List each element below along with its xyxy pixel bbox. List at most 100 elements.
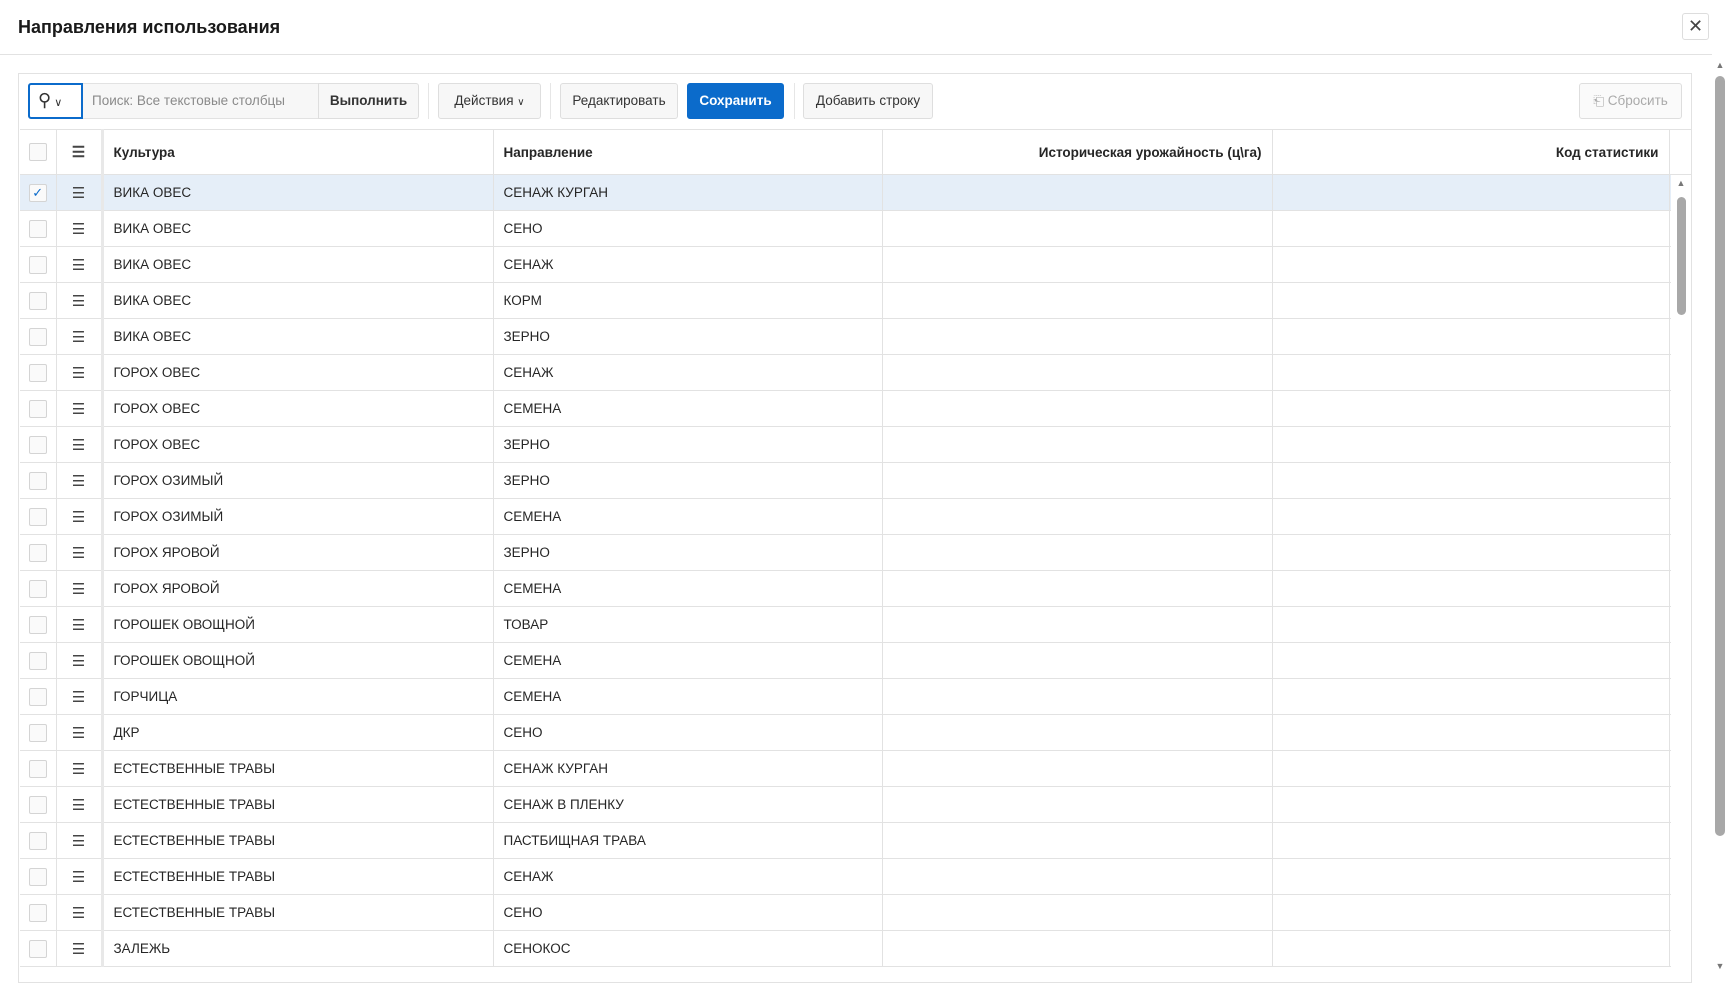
cell-direction[interactable]: СЕНОКОС <box>493 930 883 967</box>
row-menu-icon[interactable]: ☰ <box>56 354 103 391</box>
row-checkbox[interactable] <box>20 858 57 895</box>
row-menu-icon[interactable]: ☰ <box>56 426 103 463</box>
row-menu-icon[interactable]: ☰ <box>56 282 103 319</box>
table-row[interactable]: ☰ ГОРЧИЦА СЕМЕНА <box>20 678 1691 715</box>
cell-culture[interactable]: ГОРОХ ОВЕС <box>100 390 494 427</box>
cell-direction[interactable]: ЗЕРНО <box>493 318 883 355</box>
cell-stat-code[interactable] <box>1272 714 1670 751</box>
cell-culture[interactable]: ЕСТЕСТВЕННЫЕ ТРАВЫ <box>100 750 494 787</box>
cell-yield[interactable] <box>882 678 1273 715</box>
grid-scrollbar[interactable]: ▲ <box>1671 175 1691 971</box>
table-row[interactable]: ☰ ВИКА ОВЕС СЕНАЖ <box>20 246 1691 283</box>
row-checkbox[interactable]: ✓ <box>20 174 57 211</box>
cell-stat-code[interactable] <box>1272 282 1670 319</box>
cell-culture[interactable]: ГОРОХ ОВЕС <box>100 354 494 391</box>
cell-direction[interactable]: СЕНО <box>493 714 883 751</box>
cell-direction[interactable]: СЕНО <box>493 210 883 247</box>
table-row[interactable]: ☰ ГОРОХ ОВЕС СЕНАЖ <box>20 354 1691 391</box>
cell-direction[interactable]: СЕМЕНА <box>493 678 883 715</box>
table-row[interactable]: ☰ ЕСТЕСТВЕННЫЕ ТРАВЫ СЕНАЖ КУРГАН <box>20 750 1691 787</box>
table-row[interactable]: ☰ ГОРОХ ЯРОВОЙ ЗЕРНО <box>20 534 1691 571</box>
cell-culture[interactable]: ЕСТЕСТВЕННЫЕ ТРАВЫ <box>100 822 494 859</box>
table-row[interactable]: ☰ ЕСТЕСТВЕННЫЕ ТРАВЫ СЕНАЖ <box>20 858 1691 895</box>
cell-culture[interactable]: ЗАЛЕЖЬ <box>100 930 494 967</box>
cell-stat-code[interactable] <box>1272 462 1670 499</box>
cell-direction[interactable]: СЕМЕНА <box>493 498 883 535</box>
row-menu-icon[interactable]: ☰ <box>56 894 103 931</box>
cell-yield[interactable] <box>882 426 1273 463</box>
edit-button[interactable]: Редактировать <box>560 83 678 119</box>
row-menu-icon[interactable]: ☰ <box>56 534 103 571</box>
cell-culture[interactable]: ГОРОШЕК ОВОЩНОЙ <box>100 606 494 643</box>
cell-culture[interactable]: ГОРЧИЦА <box>100 678 494 715</box>
table-row[interactable]: ☰ ЕСТЕСТВЕННЫЕ ТРАВЫ СЕНО <box>20 894 1691 931</box>
cell-direction[interactable]: СЕМЕНА <box>493 390 883 427</box>
table-row[interactable]: ☰ ГОРОШЕК ОВОЩНОЙ ТОВАР <box>20 606 1691 643</box>
select-all-checkbox[interactable] <box>20 129 57 175</box>
table-row[interactable]: ☰ ДКР СЕНО <box>20 714 1691 751</box>
cell-stat-code[interactable] <box>1272 894 1670 931</box>
table-row[interactable]: ☰ ГОРОХ ОЗИМЫЙ СЕМЕНА <box>20 498 1691 535</box>
cell-yield[interactable] <box>882 390 1273 427</box>
row-menu-icon[interactable]: ☰ <box>56 498 103 535</box>
row-menu-icon[interactable]: ☰ <box>56 858 103 895</box>
cell-yield[interactable] <box>882 534 1273 571</box>
cell-stat-code[interactable] <box>1272 390 1670 427</box>
row-menu-icon[interactable]: ☰ <box>56 390 103 427</box>
cell-culture[interactable]: ДКР <box>100 714 494 751</box>
cell-stat-code[interactable] <box>1272 858 1670 895</box>
search-input[interactable]: Поиск: Все текстовые столбцы <box>83 83 319 119</box>
row-checkbox[interactable] <box>20 534 57 571</box>
table-row[interactable]: ✓ ☰ ВИКА ОВЕС СЕНАЖ КУРГАН <box>20 174 1691 211</box>
cell-stat-code[interactable] <box>1272 606 1670 643</box>
cell-direction[interactable]: СЕМЕНА <box>493 642 883 679</box>
row-menu-icon[interactable]: ☰ <box>56 570 103 607</box>
row-menu-icon[interactable]: ☰ <box>56 210 103 247</box>
cell-culture[interactable]: ВИКА ОВЕС <box>100 174 494 211</box>
cell-yield[interactable] <box>882 282 1273 319</box>
row-checkbox[interactable] <box>20 426 57 463</box>
cell-culture[interactable]: ЕСТЕСТВЕННЫЕ ТРАВЫ <box>100 894 494 931</box>
cell-yield[interactable] <box>882 750 1273 787</box>
table-row[interactable]: ☰ ВИКА ОВЕС СЕНО <box>20 210 1691 247</box>
row-checkbox[interactable] <box>20 606 57 643</box>
row-checkbox[interactable] <box>20 282 57 319</box>
cell-culture[interactable]: ВИКА ОВЕС <box>100 246 494 283</box>
cell-stat-code[interactable] <box>1272 750 1670 787</box>
row-checkbox[interactable] <box>20 714 57 751</box>
cell-culture[interactable]: ВИКА ОВЕС <box>100 282 494 319</box>
row-checkbox[interactable] <box>20 930 57 967</box>
row-checkbox[interactable] <box>20 498 57 535</box>
row-menu-icon[interactable]: ☰ <box>56 714 103 751</box>
cell-yield[interactable] <box>882 318 1273 355</box>
cell-stat-code[interactable] <box>1272 534 1670 571</box>
cell-yield[interactable] <box>882 354 1273 391</box>
cell-stat-code[interactable] <box>1272 570 1670 607</box>
cell-stat-code[interactable] <box>1272 822 1670 859</box>
cell-direction[interactable]: СЕНО <box>493 894 883 931</box>
cell-culture[interactable]: ВИКА ОВЕС <box>100 210 494 247</box>
cell-stat-code[interactable] <box>1272 678 1670 715</box>
run-button[interactable]: Выполнить <box>318 83 419 119</box>
row-checkbox[interactable] <box>20 246 57 283</box>
table-row[interactable]: ☰ ЕСТЕСТВЕННЫЕ ТРАВЫ ПАСТБИЩНАЯ ТРАВА <box>20 822 1691 859</box>
cell-culture[interactable]: ГОРОХ ОЗИМЫЙ <box>100 462 494 499</box>
cell-yield[interactable] <box>882 210 1273 247</box>
row-menu-icon[interactable]: ☰ <box>56 606 103 643</box>
row-checkbox[interactable] <box>20 786 57 823</box>
cell-stat-code[interactable] <box>1272 786 1670 823</box>
cell-culture[interactable]: ГОРОХ ЯРОВОЙ <box>100 570 494 607</box>
row-checkbox[interactable] <box>20 318 57 355</box>
cell-culture[interactable]: ЕСТЕСТВЕННЫЕ ТРАВЫ <box>100 786 494 823</box>
cell-direction[interactable]: СЕНАЖ КУРГАН <box>493 174 883 211</box>
cell-stat-code[interactable] <box>1272 246 1670 283</box>
table-row[interactable]: ☰ ЕСТЕСТВЕННЫЕ ТРАВЫ СЕНАЖ В ПЛЕНКУ <box>20 786 1691 823</box>
cell-stat-code[interactable] <box>1272 642 1670 679</box>
cell-stat-code[interactable] <box>1272 930 1670 967</box>
cell-yield[interactable] <box>882 570 1273 607</box>
cell-yield[interactable] <box>882 642 1273 679</box>
column-header-direction[interactable]: Направление <box>493 129 883 175</box>
table-row[interactable]: ☰ ГОРОХ ЯРОВОЙ СЕМЕНА <box>20 570 1691 607</box>
cell-direction[interactable]: КОРМ <box>493 282 883 319</box>
column-header-yield[interactable]: Историческая урожайность (ц\га) <box>882 129 1273 175</box>
